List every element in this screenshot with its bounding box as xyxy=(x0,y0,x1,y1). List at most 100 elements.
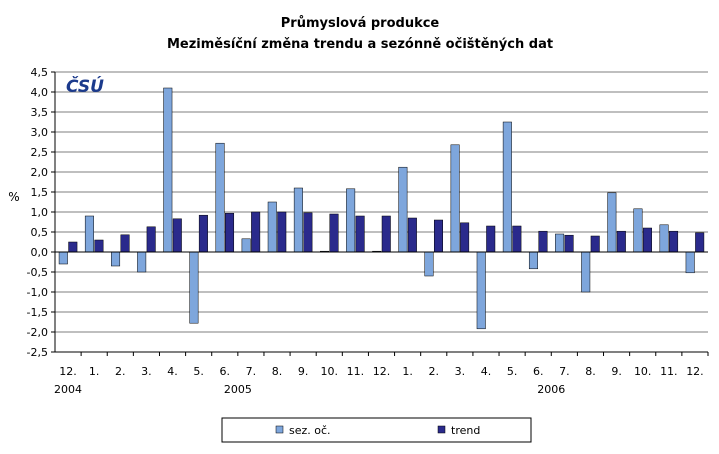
bar-trend xyxy=(616,230,626,253)
y-axis-label: % xyxy=(8,190,19,204)
bar-trend xyxy=(172,218,182,253)
x-tick-label: 10. xyxy=(634,365,652,378)
bar-trend xyxy=(590,235,600,253)
y-tick-label: -1,0 xyxy=(27,286,48,299)
x-tick-label: 6. xyxy=(533,365,544,378)
bar-sez-oc xyxy=(58,251,68,265)
bar-trend xyxy=(355,215,365,253)
y-tick-label: 2,0 xyxy=(31,166,49,179)
bar-trend xyxy=(120,234,130,253)
x-tick-label: 4. xyxy=(167,365,178,378)
y-tick-label: 2,5 xyxy=(31,146,49,159)
bar-trend xyxy=(460,222,470,253)
legend: sez. oč. trend xyxy=(221,417,532,443)
bar-sez-oc xyxy=(607,192,617,253)
bar-trend xyxy=(512,225,522,253)
bar-trend xyxy=(146,226,156,253)
bar-trend xyxy=(538,230,548,253)
x-tick-label: 7. xyxy=(246,365,257,378)
x-tick-label: 8. xyxy=(272,365,283,378)
bar-sez-oc xyxy=(163,87,173,253)
bar-trend xyxy=(198,214,208,253)
year-label: 2005 xyxy=(224,383,252,396)
x-tick-label: 3. xyxy=(455,365,466,378)
y-tick-label: 3,5 xyxy=(31,106,49,119)
legend-box xyxy=(221,417,532,443)
x-tick-label: 8. xyxy=(585,365,596,378)
bars xyxy=(58,87,705,330)
bar-sez-oc xyxy=(424,251,434,277)
bar-sez-oc xyxy=(189,251,199,324)
x-tick-label: 4. xyxy=(481,365,492,378)
x-tick-label: 12. xyxy=(686,365,704,378)
y-tick-label: 0,0 xyxy=(31,246,49,259)
y-tick-label: -1,5 xyxy=(27,306,48,319)
x-tick-label: 9. xyxy=(611,365,622,378)
bar-sez-oc xyxy=(215,142,225,253)
y-tick-label: 1,0 xyxy=(31,206,49,219)
bar-trend xyxy=(433,219,443,253)
y-tick-label: 4,0 xyxy=(31,86,49,99)
x-tick-label: 11. xyxy=(347,365,365,378)
bar-sez-oc xyxy=(633,208,643,253)
x-tick-label: 12. xyxy=(373,365,391,378)
bar-sez-oc xyxy=(293,187,303,253)
x-tick-label: 1. xyxy=(89,365,100,378)
x-tick-label: 10. xyxy=(321,365,339,378)
legend-swatch-trend xyxy=(437,425,446,434)
bar-trend xyxy=(564,234,574,253)
bar-sez-oc xyxy=(267,201,277,253)
bar-sez-oc xyxy=(111,251,121,267)
bar-sez-oc xyxy=(555,233,565,253)
x-tick-label: 7. xyxy=(559,365,570,378)
y-tick-label: -2,5 xyxy=(27,346,48,359)
bar-trend xyxy=(277,211,287,253)
y-tick-label: -2,0 xyxy=(27,326,48,339)
bar-sez-oc xyxy=(84,215,94,253)
x-tick-label: 1. xyxy=(402,365,413,378)
bar-sez-oc xyxy=(346,188,356,253)
year-labels: 2004 2005 2006 xyxy=(54,383,565,396)
chart-title: Průmyslová produkce xyxy=(281,16,440,31)
y-tick-label: 0,5 xyxy=(31,226,49,239)
bar-trend xyxy=(381,215,391,253)
bar-trend xyxy=(329,213,339,253)
legend-swatch-sez-oc xyxy=(275,425,284,434)
x-tick-label: 6. xyxy=(220,365,231,378)
logo-text: ČSÚ xyxy=(66,75,104,97)
x-tick-label: 3. xyxy=(141,365,152,378)
bar-sez-oc xyxy=(398,166,408,253)
bar-trend xyxy=(68,241,78,253)
x-tick-label: 11. xyxy=(660,365,678,378)
y-tick-label: 1,5 xyxy=(31,186,49,199)
logo: ČSÚ xyxy=(66,75,104,97)
bar-trend xyxy=(94,239,104,253)
y-tick-label: 3,0 xyxy=(31,126,49,139)
bar-trend xyxy=(669,230,679,253)
x-tick-label: 2. xyxy=(115,365,126,378)
bar-trend xyxy=(225,212,235,253)
x-tick-label: 5. xyxy=(193,365,204,378)
y-tick-labels: 4,5 4,0 3,5 3,0 2,5 2,0 1,5 1,0 0,5 0,0 -0,5 -1,0 -1… xyxy=(27,66,55,359)
bar-sez-oc xyxy=(476,251,486,330)
x-tick-labels: 12. 1. 2. 3. 4. 5. 6. 7. 8. 9. 10. 11. 12. 1. 2. 3. 4. 5.… xyxy=(59,352,709,378)
y-tick-label: 4,5 xyxy=(31,66,49,79)
bar-sez-oc xyxy=(502,121,512,253)
bar-trend xyxy=(407,217,417,253)
bar-sez-oc xyxy=(137,251,147,273)
bar-sez-oc xyxy=(241,238,251,253)
bar-trend xyxy=(642,227,652,253)
bar-sez-oc xyxy=(659,224,669,253)
x-tick-label: 12. xyxy=(59,365,77,378)
year-label: 2006 xyxy=(537,383,565,396)
legend-label-trend: trend xyxy=(451,424,480,437)
x-tick-label: 2. xyxy=(428,365,439,378)
bar-trend xyxy=(251,211,261,253)
chart-subtitle: Meziměsíční změna trendu a sezónně očišt… xyxy=(167,37,553,52)
year-label: 2004 xyxy=(54,383,82,396)
legend-label-sez-oc: sez. oč. xyxy=(289,424,331,437)
x-tick-label: 5. xyxy=(507,365,518,378)
bar-sez-oc xyxy=(528,251,538,270)
y-tick-label: -0,5 xyxy=(27,266,48,279)
